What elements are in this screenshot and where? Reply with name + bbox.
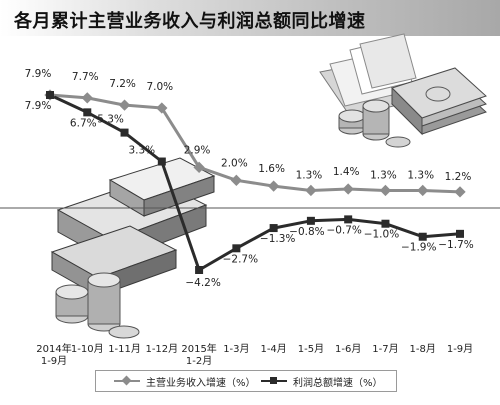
revenue-data-label: 1.3% — [407, 169, 434, 181]
legend-item-revenue: 主营业务收入增速（%） — [114, 374, 256, 389]
title-bar: 各月累计主营业务收入与利润总额同比增速 — [0, 0, 500, 36]
profit-marker — [157, 157, 166, 166]
x-tick-label: 1-10月 — [71, 343, 104, 355]
profit-marker — [344, 215, 353, 224]
revenue-data-label: 1.3% — [296, 169, 323, 181]
revenue-data-label: 2.9% — [184, 144, 211, 156]
profit-marker — [306, 216, 315, 225]
x-tick-label: 2015年 — [181, 342, 216, 355]
x-tick-label: 2014年 — [36, 342, 71, 355]
revenue-marker — [379, 184, 392, 197]
profit-data-label: −1.0% — [364, 229, 399, 241]
series-line-profit — [49, 93, 461, 272]
x-tick-label: 1-6月 — [335, 343, 361, 355]
profit-data-label: −2.7% — [223, 253, 258, 265]
revenue-marker — [230, 174, 243, 186]
revenue-data-label: 1.6% — [258, 163, 285, 175]
profit-data-label: 6.7% — [70, 117, 97, 129]
coin-stack-icon — [338, 99, 411, 148]
x-tick-label: 1-5月 — [298, 343, 324, 355]
profit-data-label: 3.3% — [128, 145, 155, 157]
profit-data-label: −1.9% — [401, 242, 436, 254]
chart-title: 各月累计主营业务收入与利润总额同比增速 — [14, 11, 366, 32]
revenue-data-label: 7.9% — [25, 68, 52, 80]
profit-data-label: −0.7% — [326, 224, 361, 236]
revenue-marker — [417, 184, 429, 197]
revenue-data-label: 1.4% — [333, 166, 360, 178]
profit-data-label: −1.3% — [260, 233, 295, 245]
legend-swatch-profit — [261, 375, 287, 387]
legend-label-revenue: 主营业务收入增速（%） — [146, 377, 256, 389]
series-line-revenue — [49, 93, 461, 194]
x-tick-label: 1-8月 — [410, 343, 436, 355]
revenue-data-label: 2.0% — [221, 157, 248, 169]
x-tick-label: 1-4月 — [260, 343, 286, 355]
revenue-marker — [81, 92, 93, 104]
revenue-data-label: 7.0% — [146, 81, 173, 93]
legend-item-profit: 利润总额增速（%） — [261, 374, 383, 389]
profit-marker — [232, 244, 241, 253]
x-tick-label: 1-3月 — [223, 343, 249, 355]
legend-label-profit: 利润总额增速（%） — [293, 377, 383, 389]
chart-legend: 主营业务收入增速（%） 利润总额增速（%） — [95, 370, 397, 392]
revenue-marker — [342, 183, 354, 195]
profit-data-label: −4.2% — [185, 277, 220, 289]
profit-marker — [456, 229, 464, 238]
profit-marker — [46, 91, 54, 99]
coin-stack-icon — [55, 272, 140, 339]
revenue-data-label: 1.3% — [370, 169, 397, 181]
profit-marker — [195, 266, 204, 274]
profit-data-label: −1.7% — [438, 239, 473, 251]
profit-marker — [120, 128, 129, 137]
x-tick-label: 1-11月 — [108, 343, 141, 355]
revenue-marker — [193, 161, 205, 173]
revenue-marker — [454, 186, 466, 198]
x-tick-label: 1-9月 — [41, 355, 67, 367]
profit-data-label: 7.9% — [25, 100, 52, 112]
x-tick-label: 1-2月 — [186, 355, 212, 367]
gold-bar-stack-icon — [50, 157, 216, 297]
revenue-marker — [267, 180, 280, 192]
revenue-data-label: 7.2% — [109, 78, 136, 90]
revenue-marker — [305, 184, 317, 197]
revenue-marker — [118, 99, 131, 111]
profit-data-label: 5.3% — [97, 114, 124, 126]
x-tick-label: 1-9月 — [447, 343, 473, 355]
legend-swatch-revenue — [114, 375, 140, 387]
x-tick-label: 1-7月 — [372, 343, 398, 355]
profit-marker — [83, 108, 92, 117]
profit-marker — [269, 224, 278, 233]
profit-marker — [381, 219, 390, 228]
profit-data-label: −0.8% — [289, 226, 324, 238]
x-tick-label: 1-12月 — [145, 343, 178, 355]
revenue-data-label: 7.7% — [72, 71, 99, 83]
profit-marker — [418, 232, 427, 241]
banknote-stack-icon — [391, 67, 487, 136]
revenue-data-label: 1.2% — [445, 171, 472, 183]
